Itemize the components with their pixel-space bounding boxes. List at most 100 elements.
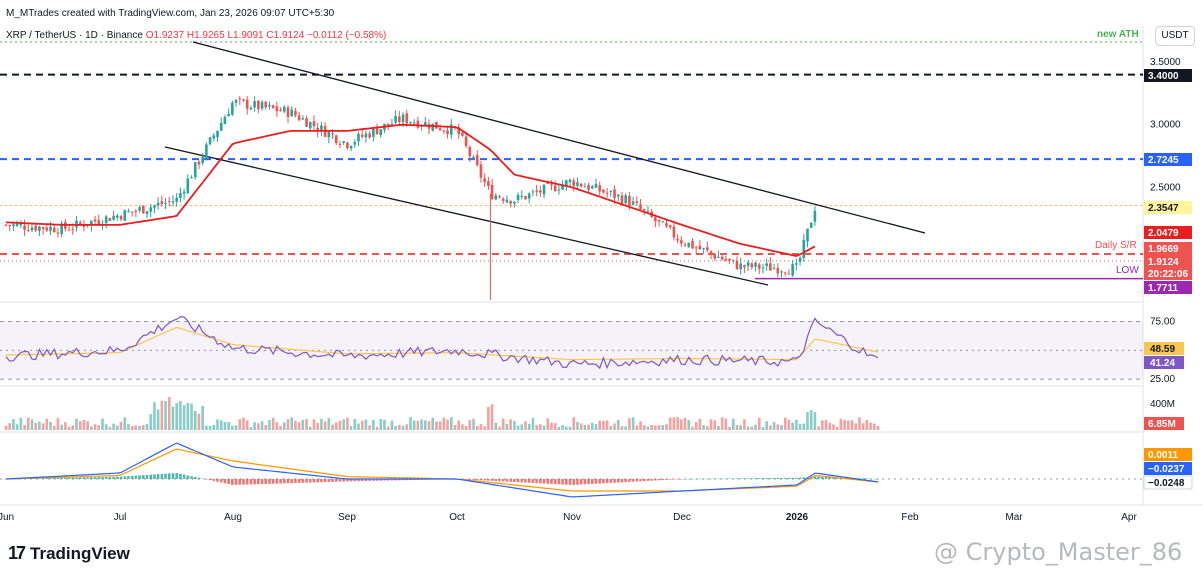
macd-hist-bar bbox=[475, 479, 479, 481]
volume-bar bbox=[160, 400, 164, 430]
candle-body bbox=[116, 215, 119, 218]
volume-bar bbox=[735, 425, 739, 430]
volume-bar bbox=[438, 421, 442, 430]
candle-body bbox=[776, 267, 780, 274]
macd-hist-bar bbox=[357, 479, 360, 482]
volume-bar bbox=[134, 425, 138, 430]
volume-bar bbox=[368, 425, 371, 430]
volume-bar bbox=[127, 424, 130, 430]
candle-body bbox=[260, 102, 264, 109]
candle-body bbox=[119, 216, 123, 220]
candle-body bbox=[249, 107, 253, 110]
candle-body bbox=[368, 133, 371, 138]
macd-hist-bar bbox=[869, 478, 872, 480]
candle-body bbox=[616, 194, 620, 197]
volume-bar bbox=[746, 426, 750, 430]
candle-body bbox=[661, 221, 665, 223]
macd-hist-bar bbox=[141, 475, 145, 479]
macd-hist-bar bbox=[346, 479, 349, 482]
volume-bar bbox=[731, 418, 735, 430]
candle-body bbox=[516, 194, 520, 201]
candle-body bbox=[557, 189, 561, 191]
candle-body bbox=[327, 131, 331, 138]
volume-bar bbox=[242, 417, 245, 430]
candle-body bbox=[539, 190, 542, 193]
volume-bar bbox=[542, 425, 546, 430]
candle-body bbox=[590, 186, 594, 189]
macd-hist-bar bbox=[127, 476, 130, 479]
macd-hist-bar bbox=[260, 479, 264, 485]
symbol-label[interactable]: XRP / TetherUS · 1D · Binance bbox=[6, 30, 143, 41]
channel-lower bbox=[164, 146, 769, 286]
volume-bar bbox=[761, 426, 765, 430]
candle-body bbox=[375, 128, 379, 135]
macd-hist-bar bbox=[520, 479, 524, 483]
candle-body bbox=[475, 155, 479, 166]
macd-hist-bar bbox=[535, 479, 538, 484]
candle-body bbox=[442, 130, 446, 132]
macd-hist-bar bbox=[149, 474, 153, 479]
candle-body bbox=[316, 127, 319, 132]
volume-bar bbox=[750, 426, 754, 430]
candle-body bbox=[798, 257, 802, 262]
macd-hist-bar bbox=[832, 477, 835, 479]
candle-body bbox=[746, 262, 750, 266]
candle-body bbox=[750, 263, 754, 268]
candle-body bbox=[205, 144, 208, 158]
volume-bar bbox=[527, 423, 531, 430]
candle-body bbox=[720, 256, 724, 260]
candle-body bbox=[624, 195, 627, 204]
volume-bar bbox=[101, 418, 104, 430]
candle-body bbox=[141, 205, 145, 214]
candle-body bbox=[527, 193, 531, 199]
macd-hist-bar bbox=[709, 478, 713, 480]
candle-body bbox=[353, 142, 357, 145]
x-tick-label: Aug bbox=[224, 512, 242, 523]
volume-bar bbox=[524, 421, 527, 430]
volume-bar bbox=[661, 425, 665, 430]
macd-hist-bar bbox=[153, 474, 156, 479]
volume-bar bbox=[153, 402, 156, 430]
volume-bar bbox=[613, 423, 616, 430]
macd-hist-bar bbox=[646, 479, 650, 481]
ema-line bbox=[5, 123, 816, 257]
macd-hist-bar bbox=[316, 479, 319, 483]
currency-button[interactable]: USDT bbox=[1155, 26, 1195, 46]
volume-bar bbox=[8, 423, 12, 430]
volume-bar bbox=[724, 418, 728, 430]
volume-bar bbox=[490, 404, 494, 430]
macd-hist-bar bbox=[828, 477, 832, 479]
macd-hist-bar bbox=[650, 479, 653, 481]
candle-body bbox=[698, 245, 702, 250]
candle-body bbox=[26, 229, 30, 231]
candle-body bbox=[346, 142, 349, 148]
volume-bar bbox=[557, 426, 561, 430]
macd-hist-bar bbox=[702, 478, 705, 480]
macd-hist-bar bbox=[52, 477, 56, 479]
candle-body bbox=[657, 219, 661, 222]
price-tick-label: 3.5000 bbox=[1150, 57, 1181, 68]
volume-bar bbox=[876, 425, 880, 430]
macd-hist-bar bbox=[813, 476, 817, 479]
volume-bar bbox=[19, 417, 23, 430]
tradingview-logo[interactable]: 17 TradingView bbox=[8, 543, 130, 564]
macd-hist-bar bbox=[743, 478, 746, 479]
volume-tick-label: 400M bbox=[1150, 399, 1175, 410]
macd-hist-bar bbox=[245, 479, 249, 485]
macd-hist-bar bbox=[308, 479, 312, 483]
macd-hist-bar bbox=[494, 479, 498, 482]
volume-bar bbox=[516, 425, 520, 430]
macd-hist-bar bbox=[639, 479, 642, 482]
low-label: LOW bbox=[1116, 265, 1139, 276]
candle-body bbox=[30, 227, 34, 231]
volume-bar bbox=[305, 419, 308, 430]
volume-bar bbox=[535, 425, 538, 430]
volume-bar bbox=[628, 418, 631, 430]
watermark: @ Crypto_Master_86 bbox=[934, 538, 1182, 566]
volume-bar bbox=[798, 423, 802, 430]
candle-body bbox=[654, 217, 657, 222]
candle-body bbox=[45, 227, 49, 231]
volume-bar bbox=[717, 425, 720, 430]
new-ath-label: new ATH bbox=[1097, 29, 1139, 40]
candle-body bbox=[12, 224, 15, 227]
